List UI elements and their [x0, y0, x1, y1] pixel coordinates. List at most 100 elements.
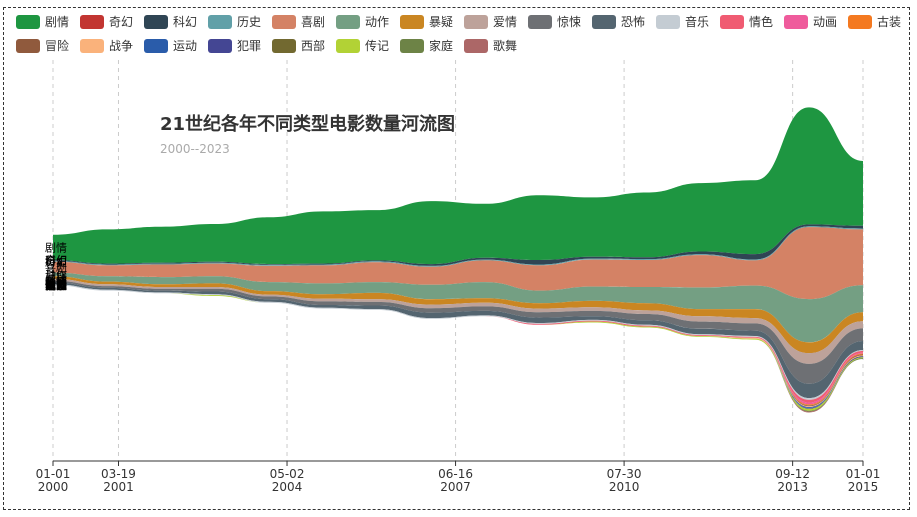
series-label: 犯罪: [45, 279, 67, 292]
legend-item[interactable]: 科幻: [144, 15, 197, 29]
legend-label: 情色: [749, 15, 773, 29]
legend-item[interactable]: 古装: [848, 14, 901, 29]
legend-item[interactable]: 家庭: [400, 38, 453, 53]
legend-swatch: [720, 15, 744, 29]
legend-label: 家庭: [429, 38, 453, 53]
x-tick-year: 2000: [38, 480, 69, 494]
legend-swatch: [592, 15, 616, 29]
legend-label: 运动: [173, 39, 197, 53]
legend-swatch: [848, 15, 872, 29]
series-labels: 剧情奇幻科幻历史喜剧动作暴疑爱情惊悚恐怖音乐情色动画古装冒险战争运动犯罪西部传记…: [45, 241, 67, 292]
stream-layers: [53, 107, 863, 413]
stream-剧情[interactable]: [53, 107, 863, 265]
legend-item[interactable]: 剧情: [16, 15, 69, 29]
legend-swatch: [464, 39, 488, 53]
legend-swatch: [528, 15, 552, 29]
legend-swatch: [784, 15, 808, 29]
series-label: 家庭: [45, 278, 67, 292]
series-label: 恐怖: [45, 276, 67, 290]
legend-swatch: [656, 15, 680, 29]
legend-item[interactable]: 奇幻: [80, 15, 133, 29]
stream-动作[interactable]: [53, 272, 863, 343]
legend-item[interactable]: 歌舞: [464, 38, 517, 53]
chart-subtitle: 2000--2023: [160, 142, 230, 156]
legend-item[interactable]: 冒险: [16, 38, 69, 53]
legend-label: 音乐: [685, 14, 709, 29]
legend-swatch: [80, 15, 104, 29]
legend-label: 战争: [109, 39, 133, 53]
legend-item[interactable]: 犯罪: [208, 39, 261, 53]
stream-喜剧[interactable]: [53, 227, 863, 300]
legend-swatch: [16, 15, 40, 29]
legend-label: 爱情: [493, 15, 517, 29]
legend-item[interactable]: 惊悚: [528, 14, 581, 29]
legend-swatch: [400, 15, 424, 29]
legend-label: 传记: [365, 38, 389, 53]
series-label: 惊悚: [45, 275, 67, 289]
chart-title: 21世纪各年不同类型电影数量河流图: [160, 113, 455, 135]
legend-label: 歌舞: [493, 38, 517, 53]
legend-swatch: [464, 15, 488, 29]
legend-swatch: [144, 15, 168, 29]
x-tick-label: 07-30: [607, 467, 642, 481]
legend-swatch: [272, 39, 296, 53]
legend-item[interactable]: 情色: [720, 15, 773, 29]
legend-label: 历史: [237, 15, 261, 29]
x-tick-label: 05-02: [270, 467, 305, 481]
legend-label: 古装: [877, 14, 901, 29]
legend-item[interactable]: 历史: [208, 15, 261, 29]
legend-item[interactable]: 传记: [336, 38, 389, 53]
legend-item[interactable]: 动作: [336, 15, 389, 29]
legend-item[interactable]: 动画: [784, 15, 837, 29]
legend-label: 犯罪: [237, 39, 261, 53]
series-label: 歌舞: [45, 278, 67, 292]
legend-swatch: [208, 39, 232, 53]
legend-swatch: [144, 39, 168, 53]
legend-item[interactable]: 运动: [144, 39, 197, 53]
legend-label: 奇幻: [109, 15, 133, 29]
legend-swatch: [336, 39, 360, 53]
x-tick-label: 06-16: [438, 467, 473, 481]
series-label: 剧情: [45, 241, 67, 254]
x-tick-label: 03-19: [101, 467, 136, 481]
x-tick-year: 2001: [103, 480, 134, 494]
stream-暴疑[interactable]: [53, 276, 863, 354]
legend-item[interactable]: 恐怖: [592, 14, 645, 29]
stream-爱情[interactable]: [53, 278, 863, 364]
legend-label: 喜剧: [301, 15, 325, 29]
legend-swatch: [400, 39, 424, 53]
series-label: 动画: [45, 279, 67, 292]
legend-item[interactable]: 音乐: [656, 14, 709, 29]
legend-label: 西部: [301, 38, 325, 53]
series-label: 动作: [45, 268, 67, 281]
series-label: 暴疑: [45, 272, 67, 285]
series-label: 爱情: [45, 274, 67, 287]
legend-label: 动画: [813, 15, 837, 29]
legend-label: 科幻: [173, 15, 197, 29]
legend-swatch: [336, 15, 360, 29]
legend-label: 恐怖: [621, 14, 645, 29]
legend-swatch: [16, 39, 40, 53]
legend-item[interactable]: 爱情: [464, 15, 517, 29]
legend-label: 暴疑: [429, 14, 453, 29]
series-label: 情色: [45, 278, 67, 292]
series-label: 西部: [45, 278, 67, 292]
legend-label: 剧情: [45, 15, 69, 29]
x-tick-year: 2010: [609, 480, 640, 494]
legend-item[interactable]: 暴疑: [400, 14, 453, 29]
series-label: 运动: [45, 279, 67, 292]
series-label: 战争: [45, 278, 67, 292]
legend-swatch: [272, 15, 296, 29]
legend-item[interactable]: 战争: [80, 39, 133, 53]
legend-item[interactable]: 喜剧: [272, 15, 325, 29]
legend-label: 惊悚: [557, 14, 581, 29]
legend-item[interactable]: 西部: [272, 38, 325, 53]
series-label: 奇幻: [45, 254, 67, 267]
series-label: 古装: [45, 279, 67, 292]
series-label: 历史: [45, 255, 67, 268]
legend-label: 动作: [365, 15, 389, 29]
x-tick-year: 2004: [272, 480, 303, 494]
x-tick-label: 01-01: [36, 467, 71, 481]
